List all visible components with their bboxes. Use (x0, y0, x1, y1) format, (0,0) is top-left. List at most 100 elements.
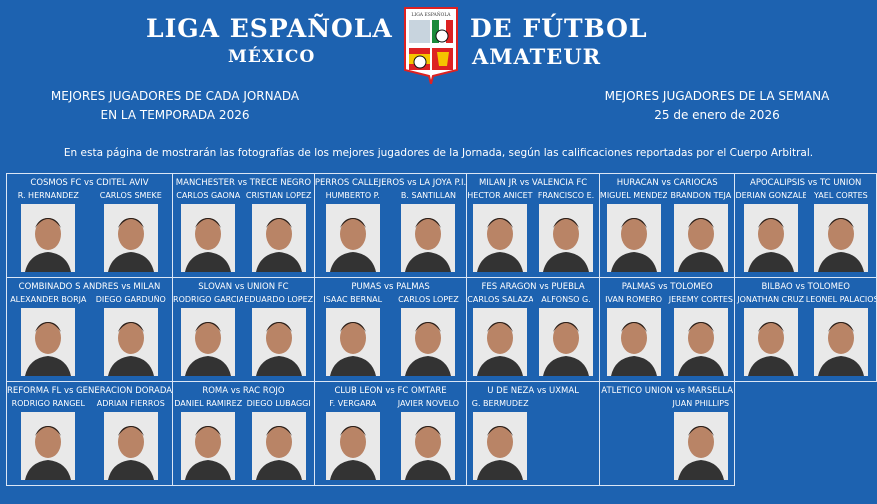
player-name-right: B. SANTILLAN (400, 191, 456, 200)
match-cell: HURACAN vs CARIOCAS MIGUEL MENDEZ BRANDON… (598, 173, 736, 278)
empty-cell (735, 382, 877, 486)
match-title: FES ARAGON vs PUEBLA (481, 282, 585, 292)
player-name-right: DIEGO LUBAGGI (246, 399, 311, 408)
player-photo (401, 412, 456, 480)
player-name-left: ALEXANDER BORJA (10, 295, 87, 304)
player-photo (21, 412, 76, 480)
match-cell: SLOVAN vs UNION FC RODRIGO GARCIA EDUARDO… (172, 277, 315, 382)
player-photo (181, 412, 236, 480)
player-photo (325, 412, 380, 480)
match-title: U DE NEZA vs UXMAL (487, 386, 579, 396)
player-photo (539, 308, 593, 376)
table-row: COMBINADO S ANDRES vs MILAN ALEXANDER BO… (5, 277, 877, 382)
match-cell: PUMAS vs PALMAS ISAAC BERNAL CARLOS LOPEZ (313, 277, 468, 382)
right-heading: MEJORES JUGADORES DE LA SEMANA 25 de ene… (562, 87, 872, 125)
player-photo (103, 412, 158, 480)
player-photo (813, 204, 868, 272)
player-name-right: BRANDON TEJA (670, 191, 732, 200)
player-photo (251, 412, 306, 480)
player-photo (813, 308, 868, 376)
player-photo (539, 204, 593, 272)
match-title: COMBINADO S ANDRES vs MILAN (18, 282, 161, 292)
match-title: APOCALIPSIS vs TC UNION (750, 178, 862, 188)
player-photo (673, 204, 728, 272)
table-row: COSMOS FC vs CDITEL AVIV R. HERNANDEZ CAR… (5, 173, 877, 278)
left-heading: MEJORES JUGADORES DE CADA JORNADA EN LA … (20, 87, 330, 125)
match-cell: MANCHESTER vs TRECE NEGRO CARLOS GAONA CR… (172, 173, 315, 278)
player-name-right (533, 399, 599, 410)
player-name-right: CRISTIAN LOPEZ (245, 191, 312, 200)
player-name-left: CARLOS GAONA (176, 191, 241, 200)
match-title: MANCHESTER vs TRECE NEGRO (175, 178, 312, 188)
player-name-right: CARLOS SMEKE (99, 191, 162, 200)
match-cell: REFORMA FL vs GENERACION DORADA RODRIGO … (5, 381, 174, 486)
player-name-left: MIGUEL MENDEZ (599, 191, 668, 200)
player-name-right: JUAN PHILLIPS (672, 399, 730, 408)
title-right: DE FÚTBOL (470, 14, 648, 43)
player-name-left (600, 399, 667, 410)
player-name-right: YAEL CORTES (814, 191, 868, 200)
player-name-left: R. HERNANDEZ (17, 191, 79, 200)
table-row: REFORMA FL vs GENERACION DORADA RODRIGO … (5, 381, 877, 486)
subtitle-left: MÉXICO (228, 47, 316, 67)
match-cell: BILBAO vs TOLOMEO JONATHAN CRUZ LEONEL PA… (734, 277, 877, 382)
right-heading-line2: 25 de enero de 2026 (654, 108, 780, 122)
player-photo (473, 308, 528, 376)
intro-text: En esta página de mostrarán las fotograf… (63, 147, 814, 159)
player-name-left: G. BERMUDEZ (471, 399, 529, 408)
player-photo (743, 308, 798, 376)
player-name-left: F. VERGARA (329, 399, 377, 408)
match-cell: PERROS CALLEJEROS vs LA JOYA P.I. HUMBER… (313, 173, 468, 278)
player-name-left: CARLOS SALAZAR (467, 295, 534, 304)
player-name-left: IVAN ROMERO (605, 295, 663, 304)
match-cell: ATLETICO UNION vs MARSELLA JUAN PHILLIPS (598, 381, 736, 486)
players-table: COSMOS FC vs CDITEL AVIV R. HERNANDEZ CAR… (5, 173, 877, 486)
match-title: MILAN JR vs VALENCIA FC (478, 178, 588, 188)
match-cell: CLUB LEON vs FC OMTARE F. VERGARA JAVIER … (313, 381, 468, 486)
player-photo (181, 308, 236, 376)
match-cell: PALMAS vs TOLOMEO IVAN ROMERO JEREMY CORT… (598, 277, 736, 382)
player-name-left: ISAAC BERNAL (323, 295, 383, 304)
match-cell: FES ARAGON vs PUEBLA CARLOS SALAZAR ALFON… (466, 277, 600, 382)
player-name-left: RODRIGO RANGEL (11, 399, 85, 408)
match-cell: ROMA vs RAC ROJO DANIEL RAMIREZ DIEGO LUB… (172, 381, 315, 486)
player-photo (103, 204, 158, 272)
player-photo (473, 204, 528, 272)
player-name-left: JONATHAN CRUZ (737, 295, 804, 304)
player-name-right: LEONEL PALACIOS (805, 295, 876, 304)
player-photo (325, 204, 380, 272)
match-title: PERROS CALLEJEROS vs LA JOYA P.I. (314, 178, 467, 188)
match-title: PALMAS vs TOLOMEO (621, 282, 713, 292)
player-photo (743, 204, 798, 272)
player-name-left: DANIEL RAMIREZ (174, 399, 243, 408)
match-cell: MILAN JR vs VALENCIA FC HECTOR ANICETO FR… (466, 173, 600, 278)
player-name-right: JEREMY CORTES (668, 295, 733, 304)
player-photo (606, 204, 661, 272)
player-photo (673, 412, 728, 480)
match-cell: COMBINADO S ANDRES vs MILAN ALEXANDER BO… (5, 277, 174, 382)
player-name-left: RODRIGO GARCIA (173, 295, 244, 304)
player-name-right: ADRIAN FIERROS (96, 399, 165, 408)
player-name-left: HECTOR ANICETO (467, 191, 534, 200)
player-name-right: DIEGO GARDUÑO (95, 295, 166, 304)
match-title: ROMA vs RAC ROJO (202, 386, 285, 396)
league-logo: LIGA ESPAÑOLA (404, 7, 458, 84)
player-name-right: FRANCISCO E. (537, 191, 595, 200)
player-photo (606, 308, 661, 376)
match-cell: COSMOS FC vs CDITEL AVIV R. HERNANDEZ CAR… (5, 173, 174, 278)
player-photo (251, 204, 306, 272)
match-title: REFORMA FL vs GENERACION DORADA (7, 386, 173, 396)
left-heading-line1: MEJORES JUGADORES DE CADA JORNADA (50, 89, 300, 103)
player-photo (673, 308, 728, 376)
player-name-right: ALFONSO G. (541, 295, 591, 304)
match-title: CLUB LEON vs FC OMTARE (334, 386, 447, 396)
svg-text:LIGA ESPAÑOLA: LIGA ESPAÑOLA (411, 10, 451, 18)
player-photo (251, 308, 306, 376)
player-photo (401, 204, 456, 272)
player-name-right: CARLOS LOPEZ (398, 295, 459, 304)
player-photo (21, 204, 76, 272)
player-name-right: EDUARDO LOPEZ (244, 295, 314, 304)
subtitle-right: AMATEUR (472, 44, 602, 69)
player-photo (325, 308, 380, 376)
match-title: PUMAS vs PALMAS (351, 282, 430, 292)
